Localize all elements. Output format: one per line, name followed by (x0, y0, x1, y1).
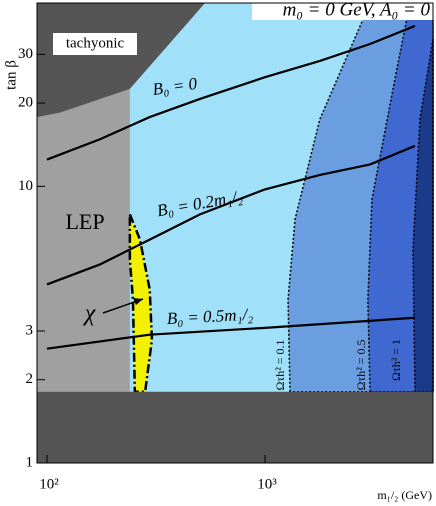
title-backdrop (252, 0, 436, 20)
y-tick-label: 3 (26, 322, 34, 338)
region-label: Ωτh² = 0.1 (273, 339, 287, 390)
x-axis-label: m₁/₂ (GeV) (377, 488, 432, 502)
curve (46, 316, 416, 350)
chart-title: m₀ = 0 GeV, A₀ = 0 (283, 0, 431, 20)
region (128, 213, 154, 393)
curve (46, 144, 416, 286)
x-tick-label: 10³ (257, 476, 277, 492)
curve-label: B₀ = 0.5m₁/₂ (166, 305, 253, 328)
y-tick-label: 1 (26, 454, 34, 470)
region-label: tachyonic (66, 35, 125, 51)
region-label: Ωτh² = 0.5 (354, 339, 368, 390)
curve (46, 24, 416, 161)
y-axis-label: tan β (3, 60, 19, 90)
y-tick-label: 30 (18, 46, 33, 62)
region-label: Ωτh² = 1 (389, 339, 403, 381)
region (37, 3, 206, 118)
arrow-head (133, 298, 143, 305)
y-tick-label: 10 (18, 178, 33, 194)
plot-frame (36, 2, 434, 464)
y-tick-label: 2 (26, 371, 34, 387)
x-tick-label: 10² (39, 476, 59, 492)
region (37, 391, 433, 463)
region-label: χ (83, 301, 97, 327)
plot-area (37, 2, 434, 463)
label-box (53, 33, 137, 55)
region-label: LEP (65, 209, 104, 234)
y-tick-label: 20 (18, 95, 33, 111)
